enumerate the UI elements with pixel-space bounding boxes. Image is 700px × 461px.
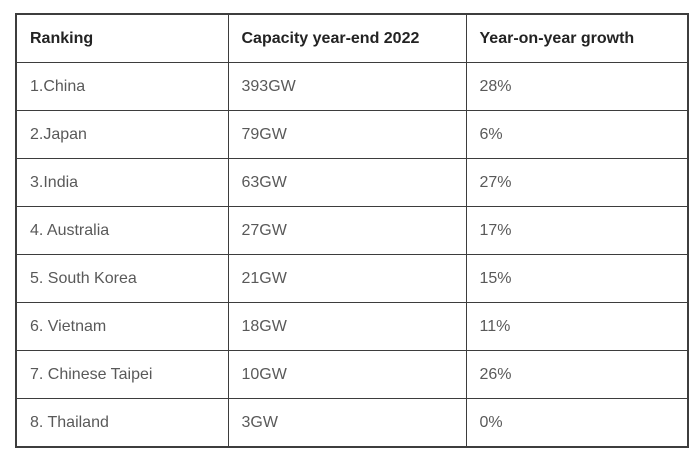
cell-ranking: 2.Japan: [15, 110, 229, 159]
table-row-japan: 2.Japan 79GW 6%: [15, 110, 689, 159]
cell-growth: 11%: [465, 302, 689, 351]
capacity-ranking-table: Ranking Capacity year-end 2022 Year-on-y…: [15, 13, 689, 448]
cell-growth: 17%: [465, 206, 689, 255]
cell-ranking: 7. Chinese Taipei: [15, 350, 229, 399]
table-row-chinese-taipei: 7. Chinese Taipei 10GW 26%: [15, 350, 689, 399]
cell-capacity: 3GW: [227, 398, 467, 448]
cell-capacity: 79GW: [227, 110, 467, 159]
cell-ranking: 4. Australia: [15, 206, 229, 255]
cell-capacity: 10GW: [227, 350, 467, 399]
cell-ranking: 8. Thailand: [15, 398, 229, 448]
table-row-india: 3.India 63GW 27%: [15, 158, 689, 207]
cell-growth: 26%: [465, 350, 689, 399]
cell-growth: 28%: [465, 62, 689, 111]
column-header-growth: Year-on-year growth: [465, 13, 689, 63]
table-row-australia: 4. Australia 27GW 17%: [15, 206, 689, 255]
column-header-capacity: Capacity year-end 2022: [227, 13, 467, 63]
table-row-thailand: 8. Thailand 3GW 0%: [15, 398, 689, 448]
cell-ranking: 6. Vietnam: [15, 302, 229, 351]
table-row-south-korea: 5. South Korea 21GW 15%: [15, 254, 689, 303]
cell-ranking: 1.China: [15, 62, 229, 111]
cell-growth: 15%: [465, 254, 689, 303]
table-header-row: Ranking Capacity year-end 2022 Year-on-y…: [15, 13, 689, 63]
cell-ranking: 3.India: [15, 158, 229, 207]
cell-capacity: 393GW: [227, 62, 467, 111]
cell-growth: 27%: [465, 158, 689, 207]
cell-capacity: 63GW: [227, 158, 467, 207]
table-row-china: 1.China 393GW 28%: [15, 62, 689, 111]
cell-capacity: 27GW: [227, 206, 467, 255]
column-header-ranking: Ranking: [15, 13, 229, 63]
cell-capacity: 21GW: [227, 254, 467, 303]
cell-growth: 6%: [465, 110, 689, 159]
table-row-vietnam: 6. Vietnam 18GW 11%: [15, 302, 689, 351]
cell-ranking: 5. South Korea: [15, 254, 229, 303]
cell-growth: 0%: [465, 398, 689, 448]
cell-capacity: 18GW: [227, 302, 467, 351]
